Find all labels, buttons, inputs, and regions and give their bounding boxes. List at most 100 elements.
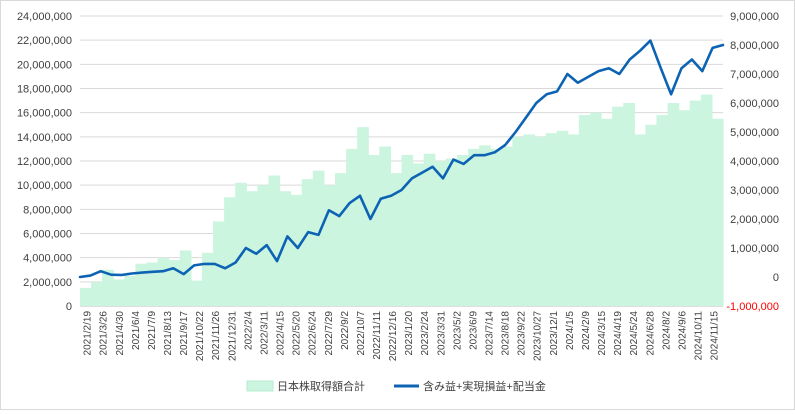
bar: [445, 158, 458, 306]
bar: [279, 191, 292, 306]
bar: [390, 173, 403, 306]
bar: [157, 257, 170, 306]
y-left-tick-label: 16,000,000: [17, 108, 72, 120]
bar: [423, 153, 436, 306]
x-tick-label: 2022/3/11: [260, 311, 271, 355]
x-tick-label: 2024/2/9: [581, 311, 592, 350]
x-tick-label: 2023/7/14: [485, 311, 496, 356]
x-tick-label: 2023/8/18: [501, 311, 512, 356]
bar: [545, 133, 558, 306]
x-tick-label: 2021/3/26: [99, 311, 110, 356]
bar: [678, 110, 691, 306]
line-path: [78, 39, 725, 279]
x-tick-label: 2024/3/15: [597, 311, 608, 356]
legend: 日本株取得額合計 含み益+実現損益+配当金: [246, 379, 546, 393]
x-tick-label: 2022/2/4: [243, 311, 254, 350]
bar: [91, 281, 103, 306]
y-right-tick-label: -1,000,000: [726, 301, 779, 313]
y-left-tick-label: 22,000,000: [17, 35, 72, 47]
bar: [323, 185, 336, 306]
bar: [490, 148, 502, 306]
x-tick-label: 2023/12/1: [549, 311, 560, 356]
x-axis-labels: 2021/2/19 2021/3/26 2021/4/30 2021/6/4 2021/…: [83, 311, 721, 362]
x-tick-label: 2021/11/26: [211, 311, 222, 361]
bar: [412, 163, 425, 306]
legend-label-bar: 日本株取得額合計: [277, 379, 365, 393]
bar: [700, 94, 713, 307]
x-tick-label: 2024/10/11: [694, 311, 705, 361]
y-left-tick-label: 6,000,000: [23, 229, 72, 241]
x-tick-label: 2022/4/15: [276, 311, 287, 356]
bar: [523, 134, 536, 306]
x-tick-label: 2021/4/30: [115, 311, 126, 356]
bar: [124, 275, 137, 306]
y-right-tick-label: 3,000,000: [730, 185, 779, 197]
bar: [268, 175, 281, 306]
x-tick-label: 2021/10/22: [195, 311, 206, 361]
bar: [346, 148, 358, 306]
bar: [201, 252, 214, 306]
x-tick-label: 2024/4/19: [613, 311, 624, 356]
x-tick-label: 2024/1/5: [565, 311, 576, 350]
x-tick-label: 2021/2/19: [83, 311, 94, 356]
bar: [213, 221, 225, 306]
x-tick-label: 2022/11/11: [372, 311, 383, 360]
y-right-tick-label: 0: [773, 272, 779, 284]
x-tick-label: 2023/1/20: [404, 311, 415, 356]
x-tick-label: 2024/8/2: [661, 311, 672, 350]
x-tick-label: 2023/9/22: [517, 311, 528, 356]
x-tick-label: 2024/5/24: [629, 311, 640, 356]
y-right-tick-label: 6,000,000: [730, 98, 779, 110]
bar: [379, 146, 392, 306]
x-tick-label: 2024/11/15: [710, 311, 721, 361]
x-tick-label: 2022/12/16: [388, 311, 399, 361]
y-left-tick-label: 20,000,000: [17, 59, 72, 71]
y-left-tick-label: 8,000,000: [23, 204, 72, 216]
bar: [667, 103, 680, 306]
bar: [601, 118, 613, 306]
bar: [567, 134, 580, 306]
y-left-tick-label: 18,000,000: [17, 84, 72, 96]
y-left-tick-label: 12,000,000: [17, 156, 72, 168]
bar-series-stock-cost: [80, 94, 724, 307]
y-right-tick-label: 1,000,000: [730, 243, 779, 255]
bar: [711, 118, 724, 306]
bar: [179, 250, 192, 306]
bar: [456, 154, 469, 306]
bar: [135, 263, 148, 306]
y-left-tick-label: 10,000,000: [17, 180, 72, 192]
x-tick-label: 2024/6/28: [645, 311, 656, 356]
x-tick-label: 2022/6/24: [308, 311, 319, 356]
bar: [578, 115, 591, 306]
bar: [190, 280, 203, 306]
x-tick-label: 2023/5/2: [452, 311, 463, 350]
bar: [556, 130, 569, 306]
bar: [113, 279, 125, 306]
x-tick-label: 2021/12/31: [227, 311, 238, 361]
y-left-tick-label: 4,000,000: [23, 253, 72, 265]
x-tick-label: 2022/10/7: [356, 311, 367, 356]
bar: [301, 179, 314, 306]
x-tick-label: 2022/5/20: [292, 311, 303, 356]
x-tick-label: 2021/8/13: [163, 311, 174, 356]
y-right-tick-label: 9,000,000: [730, 11, 779, 23]
bar: [102, 269, 114, 306]
y-right-tick-label: 7,000,000: [730, 69, 779, 81]
bar: [689, 100, 702, 306]
legend-label-line: 含み益+実現損益+配当金: [423, 379, 546, 393]
bar: [312, 170, 325, 306]
bar: [434, 161, 447, 306]
bar: [623, 103, 635, 306]
legend-swatch-bar: [246, 380, 274, 392]
bar: [401, 154, 414, 306]
x-tick-label: 2021/7/9: [147, 311, 158, 350]
bar: [334, 173, 347, 306]
bar: [80, 287, 92, 306]
y-right-tick-label: 8,000,000: [730, 40, 779, 52]
x-tick-label: 2021/9/17: [179, 311, 190, 356]
bar: [656, 115, 669, 306]
bar: [290, 194, 303, 306]
y-right-tick-label: 4,000,000: [730, 156, 779, 168]
y-left-tick-label: 0: [66, 301, 72, 313]
